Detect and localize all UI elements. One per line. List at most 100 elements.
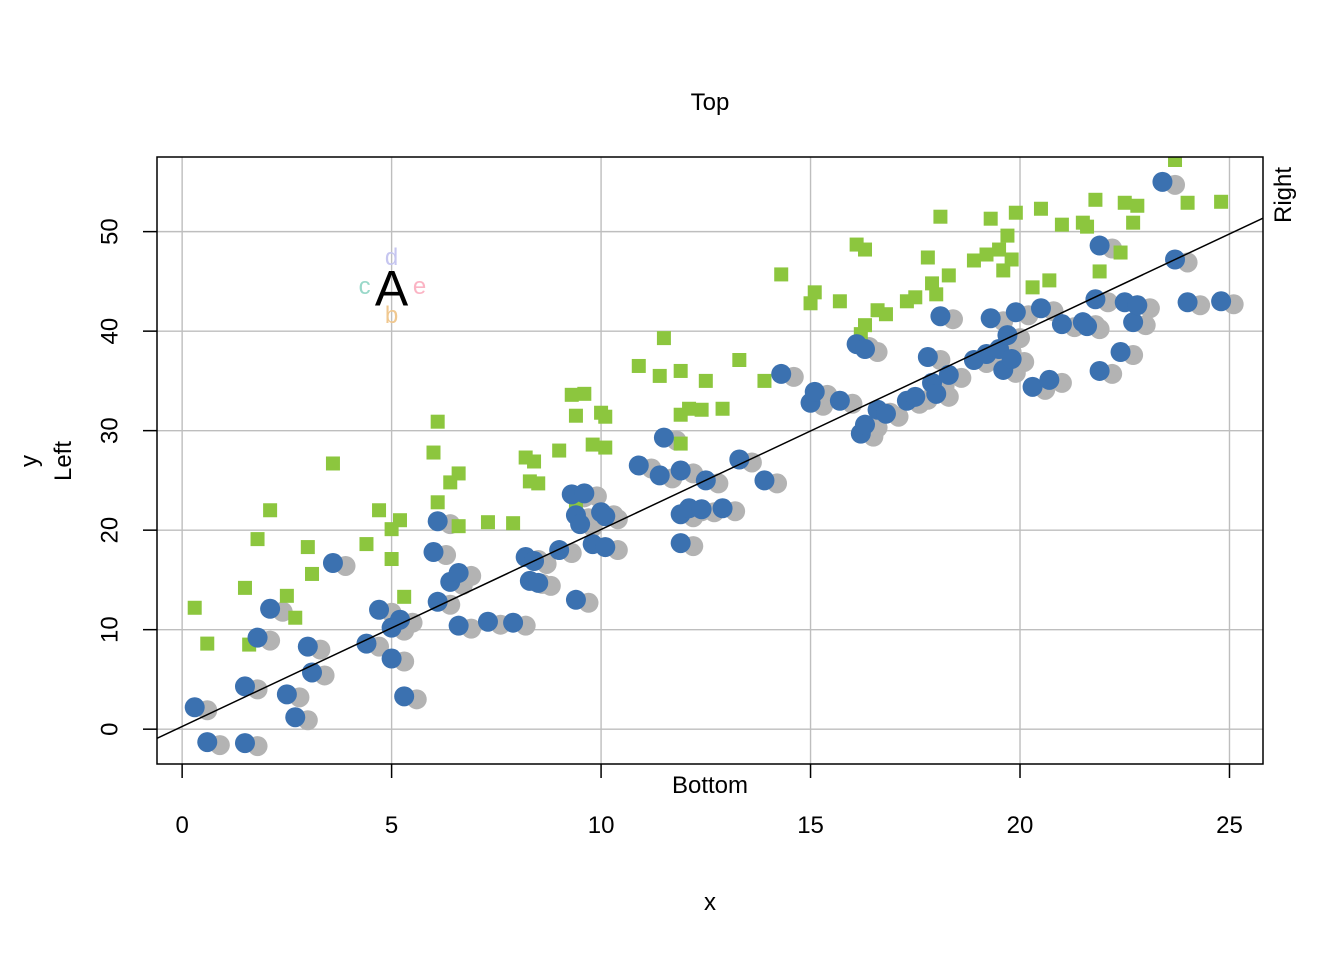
square-point	[757, 373, 772, 388]
plot-frame	[156, 156, 1264, 765]
annotation-letter-center: A	[375, 260, 409, 316]
square-point	[288, 610, 303, 625]
circle-point	[448, 615, 469, 636]
x-tick-label: 20	[1007, 812, 1034, 839]
margin-text-bottom: Bottom	[672, 772, 748, 799]
circle-point	[448, 562, 469, 583]
circle-point	[754, 470, 775, 491]
circle-point	[528, 572, 549, 593]
annotation-letter-left: c	[359, 273, 371, 300]
circle-point	[938, 364, 959, 385]
square-point	[430, 414, 445, 429]
x-tick-label: 5	[385, 812, 398, 839]
circle-point	[1123, 312, 1144, 333]
circle-point	[1089, 235, 1110, 256]
circle-point	[595, 506, 616, 527]
square-point	[1168, 157, 1183, 167]
circle-point	[855, 339, 876, 360]
circle-point	[197, 732, 218, 753]
square-point	[878, 307, 893, 322]
square-point	[966, 253, 981, 268]
square-point	[1117, 195, 1132, 210]
circle-point	[926, 383, 947, 404]
y-tick-label: 40	[96, 318, 123, 345]
square-point	[1092, 264, 1107, 279]
square-point	[715, 401, 730, 416]
annotation-letters: d bc eA	[359, 244, 427, 329]
margin-text-left: Left	[50, 441, 77, 481]
circle-point	[574, 483, 595, 504]
circle-point	[670, 533, 691, 554]
circle-point	[1085, 289, 1106, 310]
circle-point	[184, 697, 205, 718]
circle-point	[247, 627, 268, 648]
circle-point	[1051, 314, 1072, 335]
square-point	[803, 296, 818, 311]
circle-point	[1039, 369, 1060, 390]
x-tick-label: 15	[797, 812, 824, 839]
square-point	[996, 263, 1011, 278]
square-point	[237, 580, 252, 595]
circle-point	[980, 308, 1001, 329]
circle-point	[905, 386, 926, 407]
circle-point	[234, 733, 255, 754]
square-point	[568, 408, 583, 423]
y-tick-label: 10	[96, 616, 123, 643]
square-point	[598, 409, 613, 424]
square-point	[933, 209, 948, 224]
circle-point	[285, 707, 306, 728]
circle-point	[1077, 316, 1098, 337]
circle-point	[477, 611, 498, 632]
circle-point	[829, 390, 850, 411]
square-point	[1113, 245, 1128, 260]
y-tick-label: 50	[96, 218, 123, 245]
square-point	[979, 247, 994, 262]
grid-lines	[157, 157, 1263, 764]
square-point	[1004, 252, 1019, 267]
circle-point	[427, 591, 448, 612]
square-point	[631, 358, 646, 373]
square-point	[480, 515, 495, 530]
circle-point	[712, 498, 733, 519]
x-tick-label: 0	[175, 812, 188, 839]
circle-point	[670, 460, 691, 481]
circle-points	[184, 171, 1232, 754]
square-point	[832, 294, 847, 309]
circle-point	[930, 306, 951, 327]
square-point	[585, 437, 600, 452]
square-point	[577, 386, 592, 401]
circle-point	[649, 465, 670, 486]
circle-point	[1022, 376, 1043, 397]
annotation-letter-right: e	[413, 273, 426, 300]
square-point	[279, 588, 294, 603]
square-point	[305, 566, 320, 581]
square-point	[673, 363, 688, 378]
circle-point	[503, 612, 524, 633]
circle-point	[691, 499, 712, 520]
square-point	[397, 589, 412, 604]
circle-point	[389, 609, 410, 630]
square-point	[694, 402, 709, 417]
square-point	[200, 636, 215, 651]
square-point	[372, 503, 387, 518]
circle-point	[595, 537, 616, 558]
square-point	[925, 276, 940, 291]
circle-point	[356, 633, 377, 654]
square-point	[1054, 217, 1069, 232]
circle-point	[729, 449, 750, 470]
circle-point	[855, 414, 876, 435]
y-tick-label: 0	[96, 722, 123, 735]
circle-point	[394, 686, 415, 707]
circle-point	[1110, 342, 1131, 363]
square-point	[1008, 205, 1023, 220]
annotation-letter-below: b	[385, 302, 398, 329]
square-point	[506, 516, 521, 531]
square-point	[1042, 273, 1057, 288]
square-point	[598, 440, 613, 455]
square-point	[531, 476, 546, 491]
square-point	[1025, 280, 1040, 295]
circle-point	[234, 676, 255, 697]
circle-point	[423, 542, 444, 563]
circle-point	[875, 403, 896, 424]
circle-point	[369, 599, 390, 620]
